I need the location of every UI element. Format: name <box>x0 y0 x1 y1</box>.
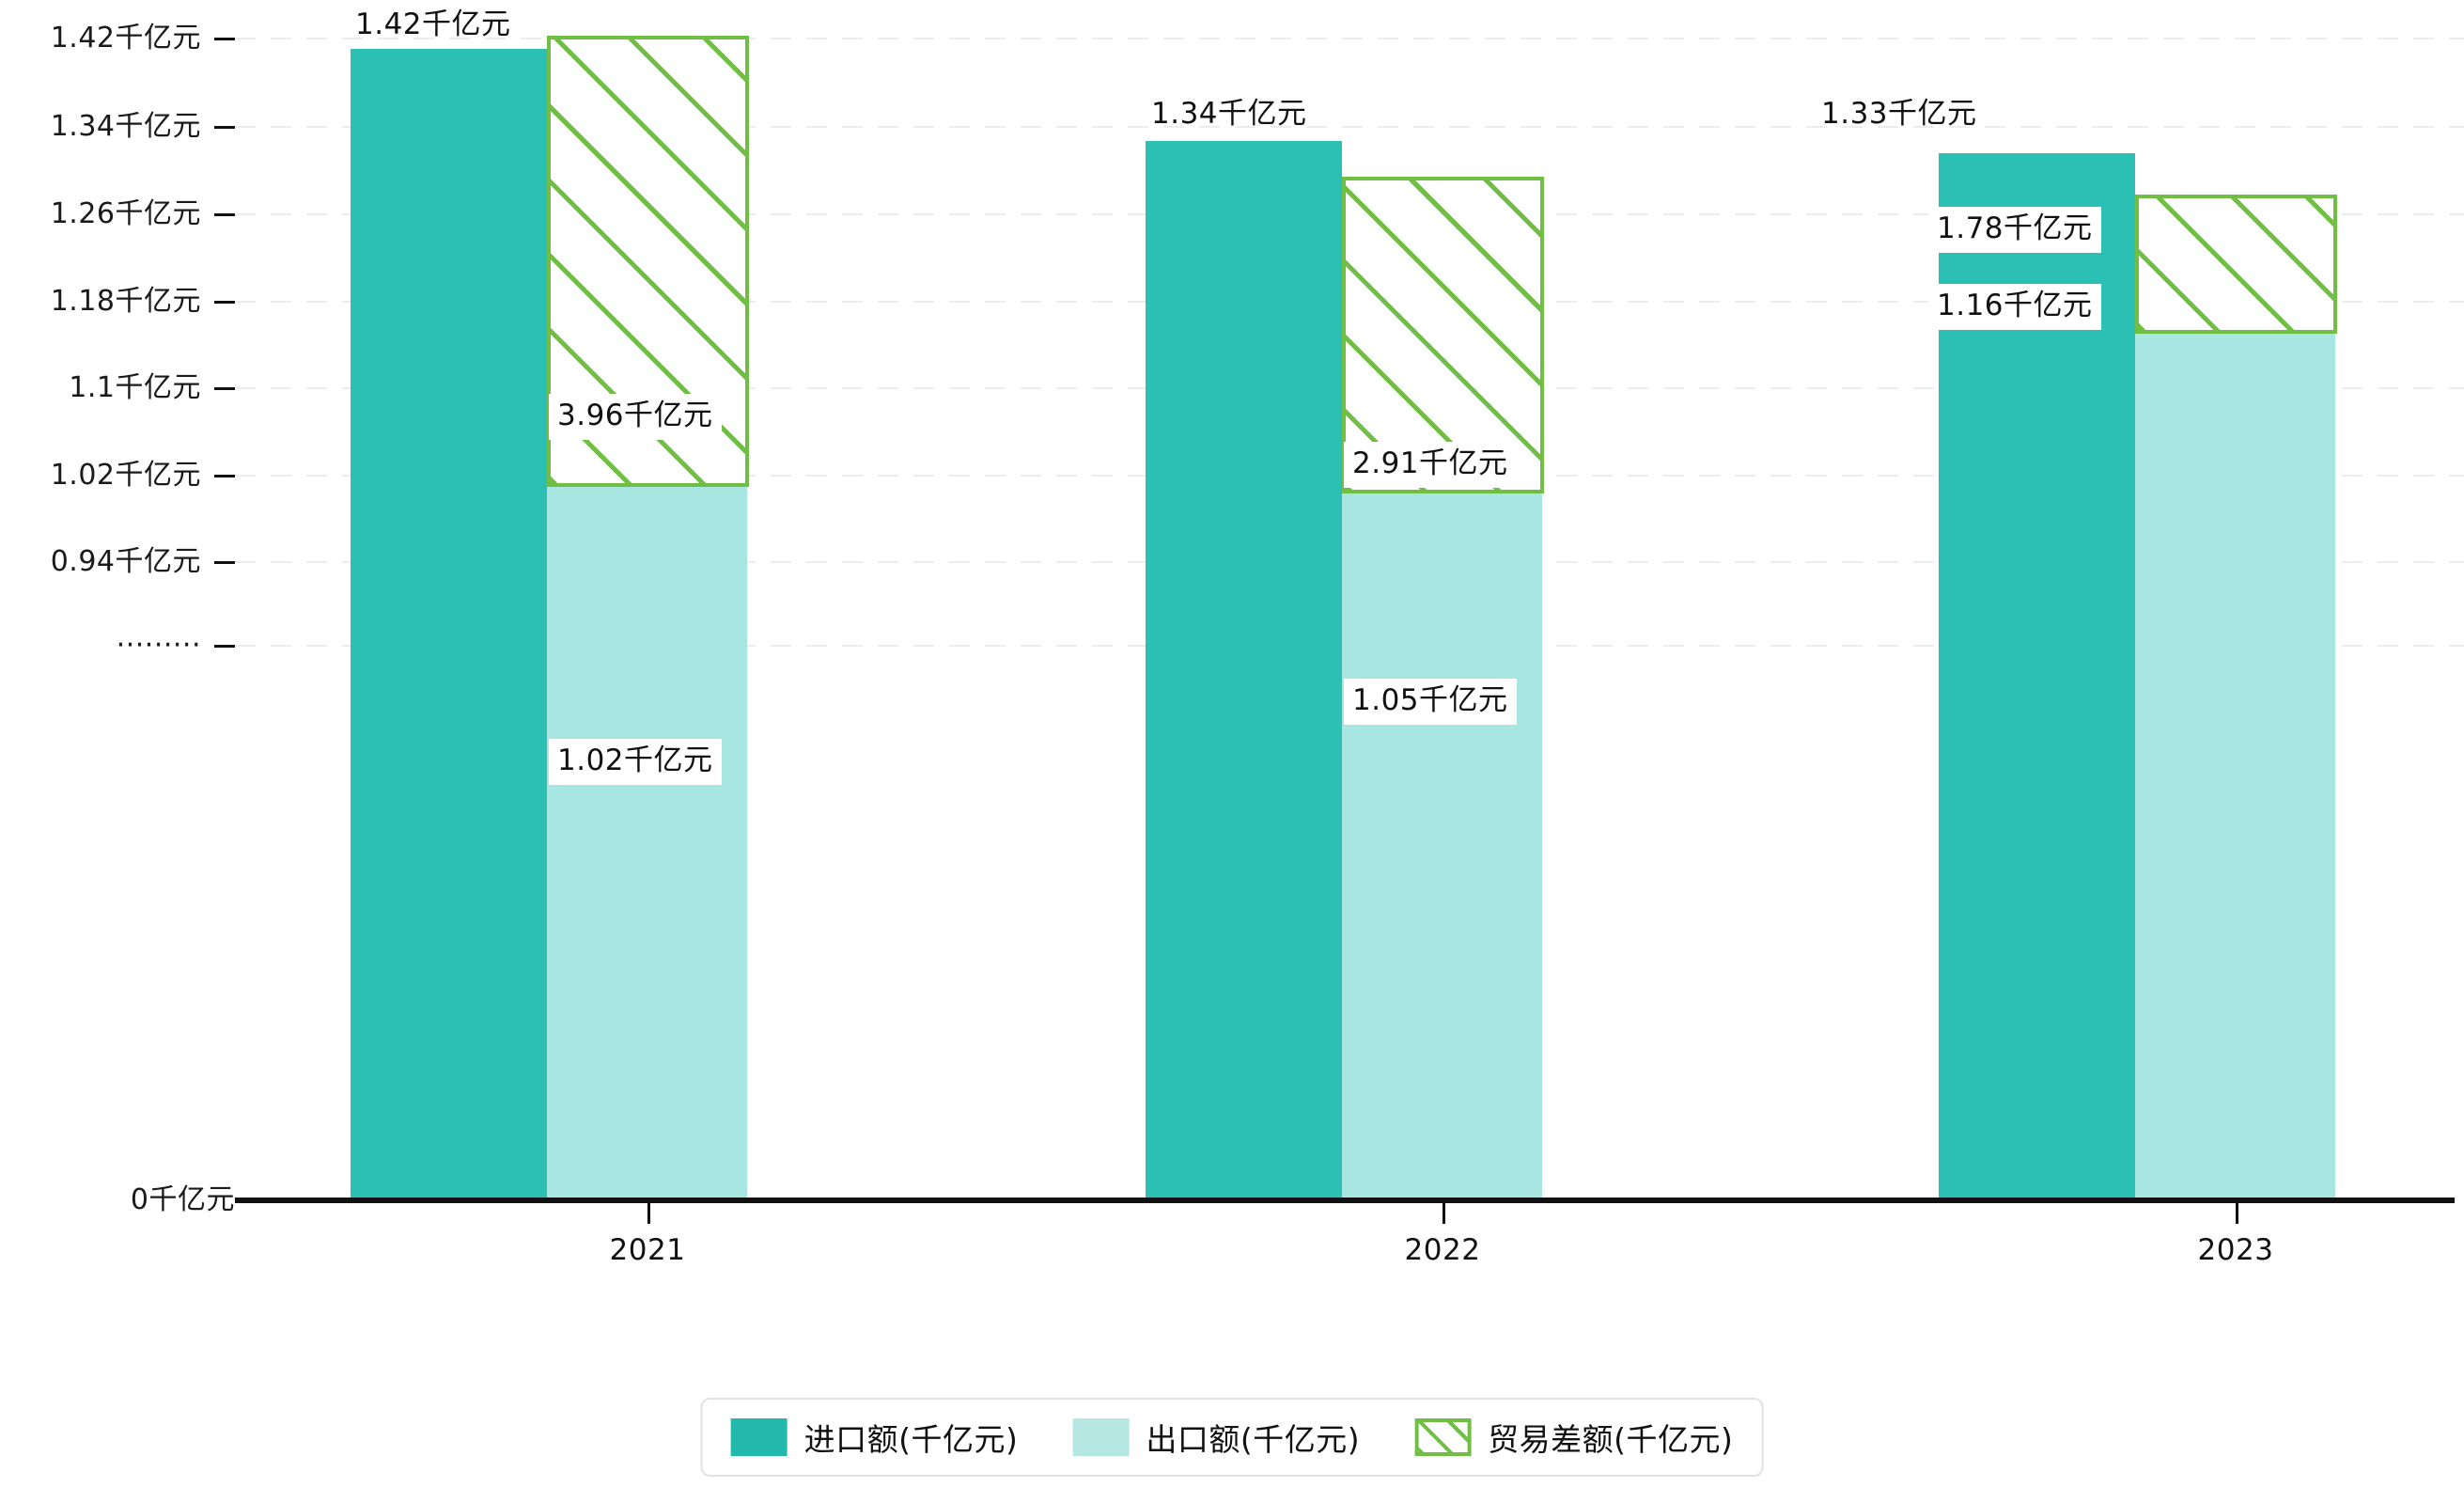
bar-import-2022[interactable] <box>1146 141 1342 1203</box>
legend-item-import[interactable]: 进口额(千亿元) <box>730 1415 1019 1460</box>
value-label-import-2023: 1.33千亿元 <box>1821 97 1977 131</box>
y-axis-tick-mark <box>214 125 235 129</box>
y-axis-tick-mark <box>214 644 235 648</box>
bar-export-2023[interactable] <box>2135 334 2335 1203</box>
y-axis-tick-label: 0千亿元 <box>130 1183 235 1216</box>
bars-layer <box>351 36 2337 1203</box>
value-label-diff-2022: 2.91千亿元 <box>1344 442 1517 488</box>
x-axis-tick-label: 2023 <box>2197 1233 2274 1267</box>
y-axis-tick-label: 0.94千亿元 <box>50 545 201 578</box>
y-axis-break-label: ········· <box>116 629 201 662</box>
y-axis: 1.42千亿元 1.34千亿元 1.26千亿元 1.18千亿元 1.1千亿元 1… <box>0 0 235 1216</box>
x-axis-tick-mark <box>2236 1203 2238 1224</box>
legend-label-export: 出口额(千亿元) <box>1146 1421 1361 1458</box>
bar-export-2021[interactable] <box>547 487 747 1203</box>
y-axis-tick-mark <box>214 300 235 304</box>
value-label-diff-2023: 1.78千亿元 <box>1928 207 2101 253</box>
value-label-import-2021: 1.42千亿元 <box>355 8 511 41</box>
y-axis-tick-label: 1.34千亿元 <box>50 110 201 143</box>
y-axis-tick-mark <box>214 37 235 40</box>
y-axis-tick-label: 1.26千亿元 <box>50 197 201 230</box>
x-axis-line <box>235 1198 2455 1203</box>
bar-import-2021[interactable] <box>351 49 547 1203</box>
legend-item-export[interactable]: 出口额(千亿元) <box>1072 1415 1360 1460</box>
legend-swatch-import-icon <box>730 1418 788 1456</box>
x-axis-tick-label: 2022 <box>1404 1233 1481 1267</box>
y-axis-tick-mark <box>214 386 235 390</box>
y-axis-tick-label: 1.42千亿元 <box>50 22 201 55</box>
legend-swatch-export-icon <box>1072 1418 1130 1456</box>
x-axis: 2021 2022 2023 <box>0 1203 2464 1288</box>
bar-diff-2022[interactable] <box>1342 177 1544 493</box>
plot-area: 1.42千亿元 1.34千亿元 1.26千亿元 1.18千亿元 1.1千亿元 1… <box>0 0 2464 1267</box>
x-axis-tick-mark <box>1443 1203 1445 1224</box>
value-label-diff-2021: 3.96千亿元 <box>549 394 722 440</box>
value-label-export-2022: 1.05千亿元 <box>1344 679 1517 725</box>
y-axis-tick-mark <box>214 212 235 216</box>
value-label-export-2023: 1.16千亿元 <box>1928 284 2101 330</box>
legend-swatch-diff-icon <box>1414 1418 1472 1456</box>
x-axis-tick-label: 2021 <box>609 1233 686 1267</box>
value-label-import-2022: 1.34千亿元 <box>1151 97 1307 131</box>
x-axis-tick-mark <box>647 1203 650 1224</box>
bar-export-2022[interactable] <box>1342 456 1542 1203</box>
legend-item-diff[interactable]: 贸易差额(千亿元) <box>1414 1415 1733 1460</box>
legend-label-diff: 贸易差额(千亿元) <box>1488 1421 1734 1458</box>
y-axis-tick-label: 1.02千亿元 <box>50 459 201 492</box>
y-axis-tick-mark <box>214 474 235 478</box>
legend-label-import: 进口额(千亿元) <box>803 1421 1019 1458</box>
bar-diff-2023[interactable] <box>2135 195 2337 334</box>
chart-legend: 进口额(千亿元) 出口额(千亿元) 贸易差额(千亿元) <box>700 1398 1764 1477</box>
y-axis-tick-mark <box>214 560 235 564</box>
y-axis-tick-label: 1.1千亿元 <box>69 371 201 404</box>
value-label-export-2021: 1.02千亿元 <box>549 739 722 785</box>
y-axis-tick-label: 1.18千亿元 <box>50 285 201 318</box>
